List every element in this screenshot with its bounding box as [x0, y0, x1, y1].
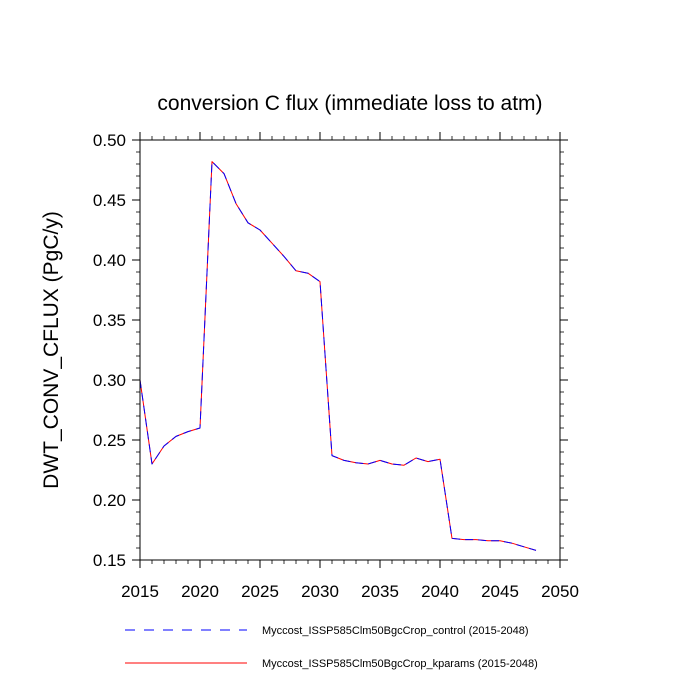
axis-ticks: [132, 132, 568, 568]
y-tick-label: 0.15: [93, 551, 126, 570]
x-tick-label: 2025: [241, 582, 279, 601]
x-tick-label: 2035: [361, 582, 399, 601]
series-lines: [139, 161, 537, 551]
chart-title: conversion C flux (immediate loss to atm…: [157, 92, 542, 115]
x-tick-label: 2050: [541, 582, 579, 601]
x-tick-label: 2015: [121, 582, 159, 601]
x-tick-label: 2045: [481, 582, 519, 601]
y-tick-label: 0.50: [93, 131, 126, 150]
y-axis-title: DWT_CONV_CFLUX (PgC/y): [40, 211, 63, 489]
legend-label-2: Myccost_ISSP585Clm50BgcCrop_kparams (201…: [262, 658, 538, 670]
x-tick-label: 2040: [421, 582, 459, 601]
x-tick-label: 2020: [181, 582, 219, 601]
legend: Myccost_ISSP585Clm50BgcCrop_control (201…: [125, 625, 538, 670]
y-tick-label: 0.35: [93, 311, 126, 330]
y-tick-label: 0.45: [93, 191, 126, 210]
series-line-2: [139, 161, 537, 551]
tick-labels: 2015 2020 2025 2030 2035 2040 2045 2050 0.15 0.20…: [93, 131, 579, 601]
x-tick-label: 2030: [301, 582, 339, 601]
legend-label-1: Myccost_ISSP585Clm50BgcCrop_control (201…: [262, 625, 529, 637]
y-tick-label: 0.40: [93, 251, 126, 270]
y-tick-label: 0.20: [93, 491, 126, 510]
y-tick-label: 0.30: [93, 371, 126, 390]
series-line-1: [139, 161, 537, 551]
plot-frame: [139, 139, 561, 561]
y-tick-label: 0.25: [93, 431, 126, 450]
